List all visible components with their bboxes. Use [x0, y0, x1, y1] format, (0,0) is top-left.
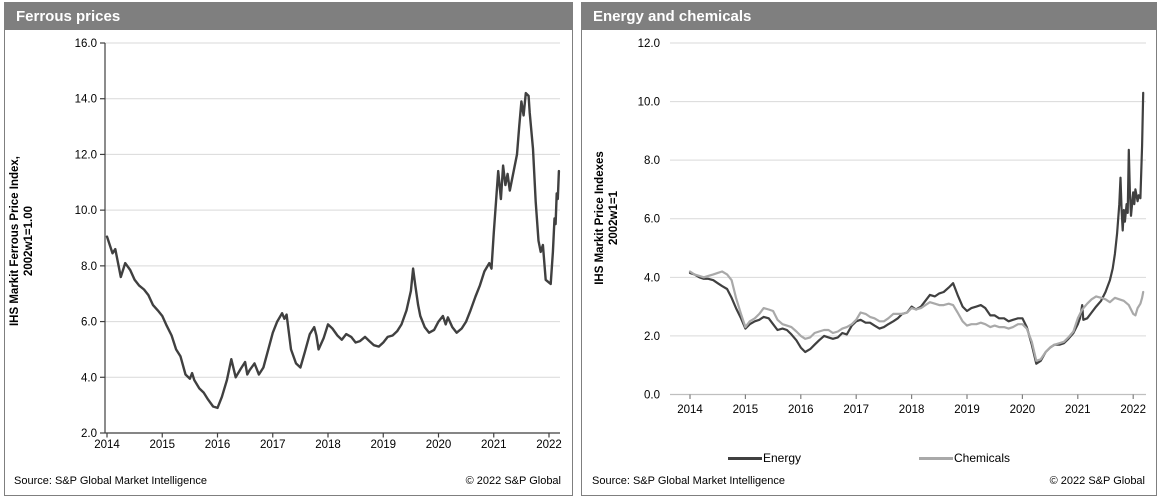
- svg-text:2017: 2017: [843, 404, 869, 416]
- panel-energy-chemicals: Energy and chemicals IHS Markit Price In…: [581, 2, 1157, 496]
- svg-text:8.0: 8.0: [81, 261, 97, 273]
- legend-label-chemicals: Chemicals: [954, 451, 1011, 465]
- svg-text:2014: 2014: [94, 439, 120, 451]
- svg-text:6.0: 6.0: [81, 317, 97, 329]
- svg-text:16.0: 16.0: [75, 38, 97, 50]
- svg-text:2022: 2022: [1120, 404, 1146, 416]
- panel-title-energy-chemicals: Energy and chemicals: [582, 3, 1156, 30]
- svg-text:2020: 2020: [1010, 404, 1036, 416]
- y-axis-title-ferrous-line2: 2002w1=1.00: [23, 205, 35, 277]
- panel-energy-inner: Energy and chemicals IHS Markit Price In…: [582, 3, 1156, 495]
- legend: Energy Chemicals: [582, 451, 1156, 465]
- svg-text:2.0: 2.0: [81, 428, 97, 440]
- svg-text:2019: 2019: [954, 404, 980, 416]
- y-axis-title-ferrous: IHS Markit Ferrous Price Index, 2002w1=1…: [8, 121, 40, 361]
- svg-text:14.0: 14.0: [75, 94, 97, 106]
- panel-title-ferrous: Ferrous prices: [5, 3, 572, 30]
- svg-text:6.0: 6.0: [644, 214, 660, 226]
- svg-text:2022: 2022: [536, 439, 562, 451]
- legend-item-energy: Energy: [727, 451, 801, 465]
- svg-text:12.0: 12.0: [75, 149, 97, 161]
- svg-text:2021: 2021: [1065, 404, 1091, 416]
- energy-line-swatch: [727, 456, 762, 460]
- y-axis-title-ferrous-line1: IHS Markit Ferrous Price Index,: [9, 156, 21, 327]
- svg-text:2018: 2018: [899, 404, 925, 416]
- svg-text:2015: 2015: [149, 439, 175, 451]
- legend-item-chemicals: Chemicals: [919, 451, 1010, 465]
- svg-text:8.0: 8.0: [644, 155, 660, 167]
- svg-text:2016: 2016: [788, 404, 814, 416]
- svg-text:0.0: 0.0: [644, 389, 660, 401]
- source-note-ferrous: Source: S&P Global Market Intelligence: [14, 475, 208, 487]
- svg-text:4.0: 4.0: [644, 272, 660, 284]
- energy-chart-svg: 12.0 10.0 8.0 6.0 4.0 2.0 0.0 2014 2015 2016 2017 2…: [638, 38, 1146, 416]
- svg-text:2020: 2020: [426, 439, 452, 451]
- chemicals-line-swatch: [919, 456, 953, 460]
- svg-text:2017: 2017: [260, 439, 286, 451]
- panel-ferrous-inner: Ferrous prices IHS Markit Ferrous Price …: [5, 3, 572, 495]
- copyright-note-energy: © 2022 S&P Global: [1049, 475, 1145, 487]
- svg-text:2021: 2021: [481, 439, 507, 451]
- panel-ferrous-prices: Ferrous prices IHS Markit Ferrous Price …: [4, 2, 573, 496]
- svg-text:2016: 2016: [205, 439, 231, 451]
- svg-text:2018: 2018: [315, 439, 341, 451]
- svg-text:12.0: 12.0: [638, 38, 660, 50]
- svg-text:4.0: 4.0: [81, 372, 97, 384]
- legend-label-energy: Energy: [762, 451, 801, 465]
- svg-text:10.0: 10.0: [75, 205, 97, 217]
- svg-text:2015: 2015: [733, 404, 759, 416]
- source-note-energy: Source: S&P Global Market Intelligence: [592, 475, 786, 487]
- svg-text:2014: 2014: [677, 404, 703, 416]
- svg-text:2019: 2019: [370, 439, 396, 451]
- copyright-note-ferrous: © 2022 S&P Global: [465, 475, 561, 487]
- svg-text:2.0: 2.0: [644, 331, 660, 343]
- svg-text:10.0: 10.0: [638, 97, 660, 109]
